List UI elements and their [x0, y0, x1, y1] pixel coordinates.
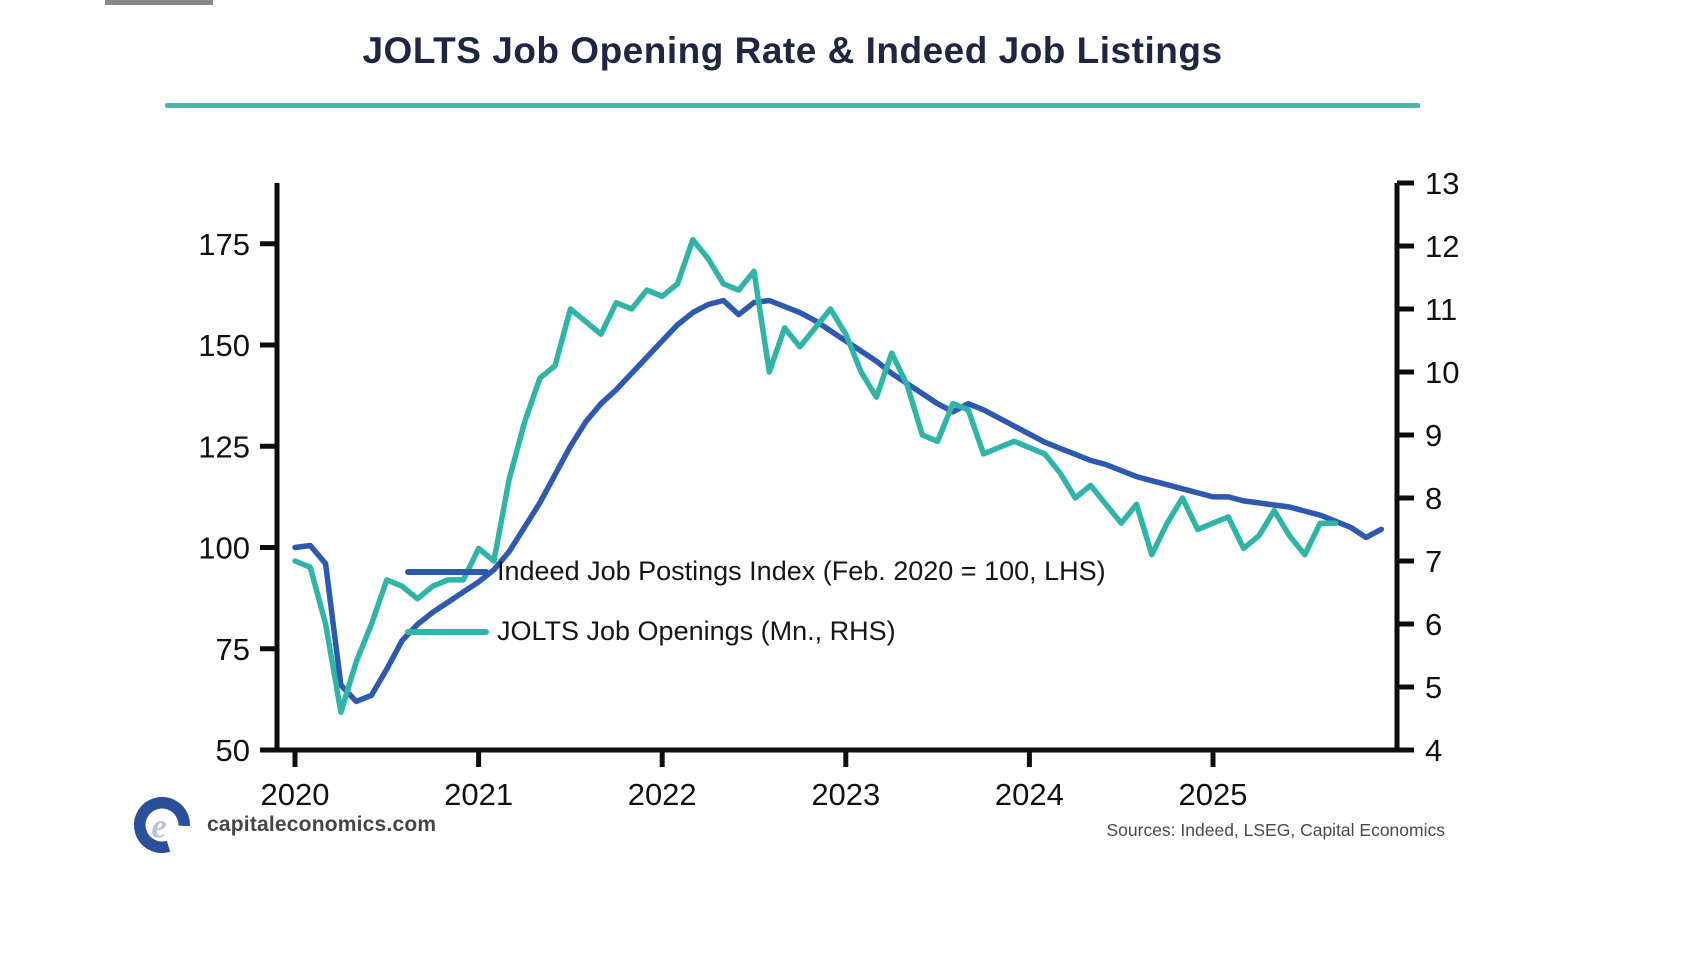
- legend-label-indeed: Indeed Job Postings Index (Feb. 2020 = 1…: [497, 556, 1106, 586]
- brand-url: capitaleconomics.com: [207, 813, 437, 836]
- indeed-line-swatch: [405, 568, 489, 575]
- chart-legend: Indeed Job Postings Index (Feb. 2020 = 1…: [405, 556, 1106, 647]
- left-tick-label: 100: [198, 531, 250, 566]
- x-tick-label: 2022: [628, 777, 697, 812]
- x-tick-label: 2024: [995, 777, 1064, 812]
- x-tick-label: 2021: [444, 777, 513, 812]
- right-tick-label: 13: [1425, 166, 1459, 201]
- left-tick-label: 150: [198, 328, 250, 363]
- jolts-line-swatch: [405, 628, 489, 635]
- x-tick-label: 2025: [1179, 777, 1248, 812]
- x-tick-label: 2023: [811, 777, 880, 812]
- right-tick-label: 10: [1425, 355, 1459, 390]
- right-tick-label: 5: [1425, 670, 1442, 705]
- right-tick-label: 9: [1425, 418, 1442, 453]
- right-tick-label: 8: [1425, 481, 1442, 516]
- brand-footer: e capitaleconomics.com: [133, 796, 436, 854]
- left-tick-label: 175: [198, 227, 250, 262]
- svg-text:e: e: [151, 807, 166, 846]
- chart-title: JOLTS Job Opening Rate & Indeed Job List…: [362, 30, 1223, 71]
- legend-label-jolts: JOLTS Job Openings (Mn., RHS): [497, 616, 896, 646]
- left-tick-label: 125: [198, 429, 250, 464]
- capital-economics-logo: e: [133, 796, 191, 854]
- legend-item-jolts: JOLTS Job Openings (Mn., RHS): [405, 616, 1106, 647]
- right-tick-label: 12: [1425, 229, 1459, 264]
- left-tick-label: 50: [216, 733, 250, 768]
- right-tick-label: 7: [1425, 544, 1442, 579]
- screenshot-edge-artifact: [105, 0, 213, 5]
- title-underline: [165, 103, 1420, 108]
- legend-item-indeed: Indeed Job Postings Index (Feb. 2020 = 1…: [405, 556, 1106, 587]
- sources-note: Sources: Indeed, LSEG, Capital Economics: [1106, 820, 1445, 840]
- indeed-series-line: [292, 297, 1385, 705]
- left-tick-label: 75: [216, 632, 250, 667]
- right-tick-label: 6: [1425, 607, 1442, 642]
- x-tick-label: 2020: [261, 777, 330, 812]
- right-tick-label: 4: [1425, 733, 1442, 768]
- right-tick-label: 11: [1425, 292, 1457, 327]
